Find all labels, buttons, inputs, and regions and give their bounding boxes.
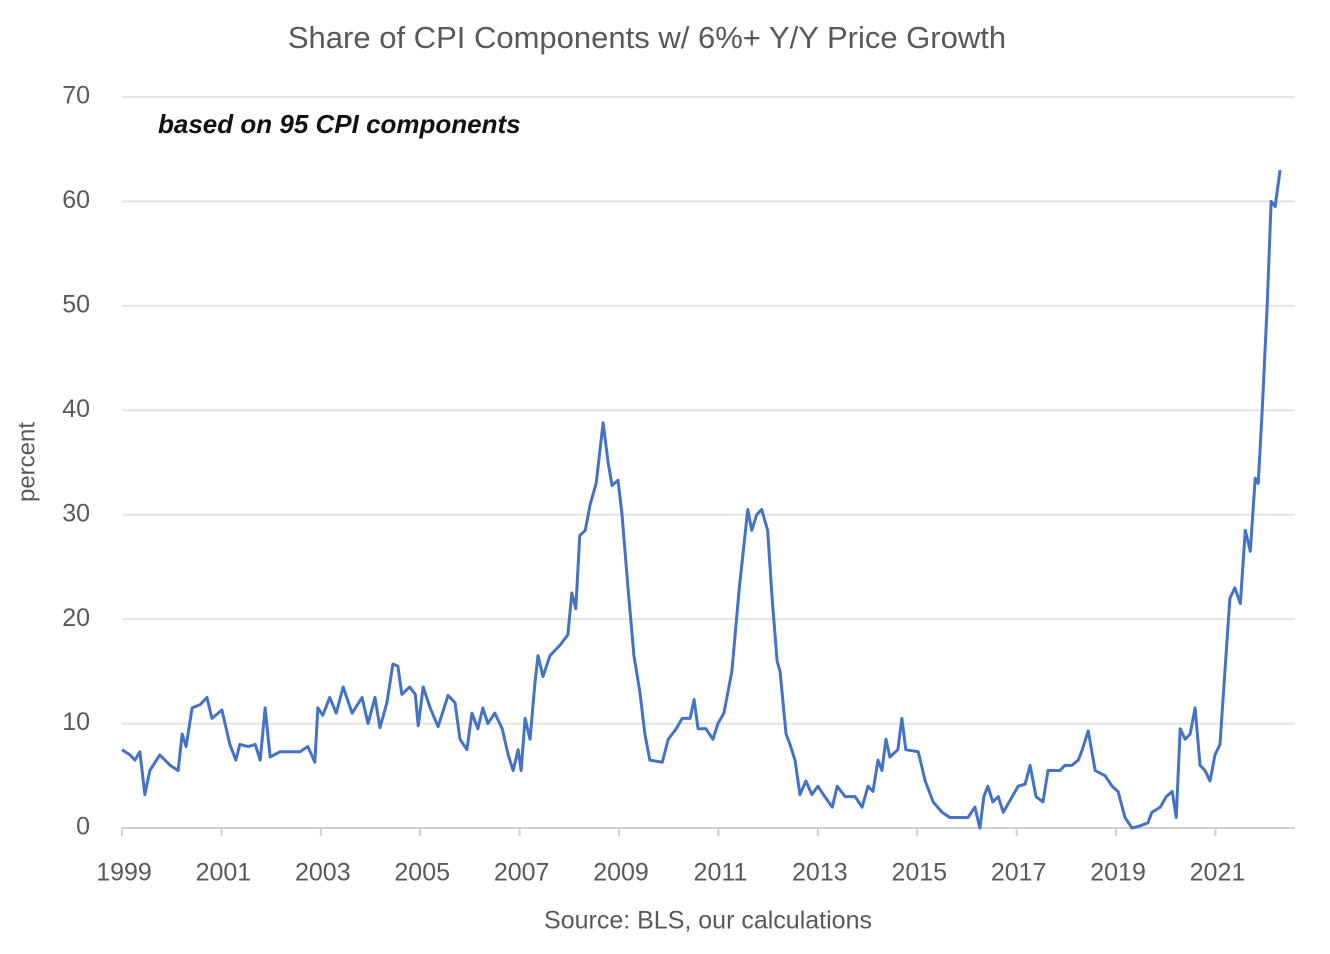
y-tick-label: 30: [62, 499, 90, 527]
y-tick-label: 40: [62, 395, 90, 423]
annotation: based on 95 CPI components: [158, 109, 521, 139]
x-tick-label: 2013: [792, 859, 848, 887]
y-tick-label: 60: [62, 186, 90, 214]
x-tick-label: 2011: [694, 859, 748, 887]
chart-title: Share of CPI Components w/ 6%+ Y/Y Price…: [288, 20, 1006, 55]
x-tick-label: 2017: [991, 859, 1047, 887]
y-axis-label: percent: [13, 422, 40, 502]
x-tick-label: 2021: [1190, 859, 1246, 887]
x-tick-label: 2005: [394, 859, 450, 887]
y-tick-label: 20: [62, 604, 90, 632]
y-tick-label: 70: [62, 82, 90, 110]
x-tick-label: 2009: [593, 859, 649, 887]
x-axis-label: Source: BLS, our calculations: [544, 907, 872, 935]
y-tick-label: 50: [62, 290, 90, 318]
x-tick-label: 2007: [494, 859, 550, 887]
x-tick-label: 2001: [196, 859, 252, 887]
line-series: [121, 169, 1282, 830]
y-tick-label: 0: [76, 813, 90, 841]
x-tick-label: 2019: [1090, 859, 1146, 887]
y-tick-label: 10: [62, 708, 90, 736]
x-tick-label: 2015: [891, 859, 947, 887]
x-tick-label: 1999: [96, 859, 152, 887]
x-tick-label: 2003: [295, 859, 351, 887]
